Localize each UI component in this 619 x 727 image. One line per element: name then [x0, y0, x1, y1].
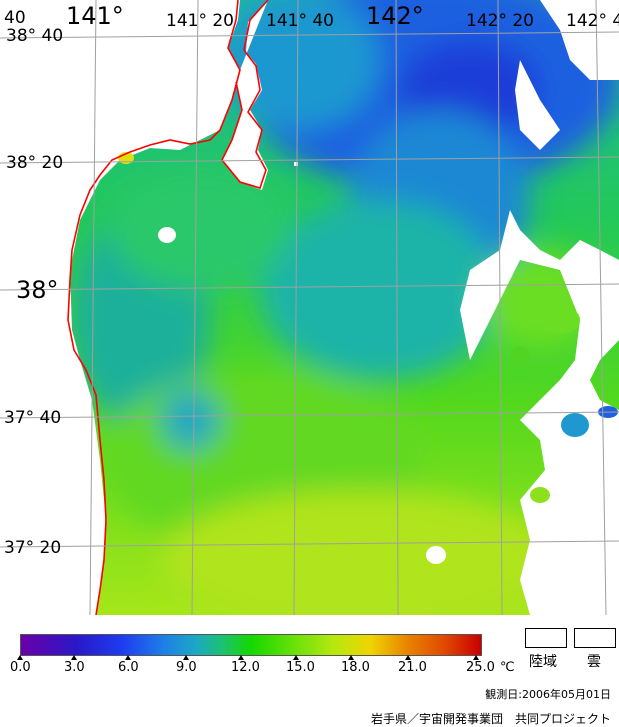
scale-tick-mark [125, 655, 131, 660]
lat-label-37-40: 37° 40 [4, 408, 62, 428]
corner-label: 40 [4, 8, 26, 28]
lon-label-141-40: 141° 40 [266, 11, 334, 31]
scale-tick-label: 6.0 [118, 660, 139, 675]
lon-label-141-20: 141° 20 [166, 11, 234, 31]
scale-tick-label: 9.0 [176, 660, 197, 675]
lon-label-142: 142° [366, 2, 424, 30]
scale-tick-label: 25.0 [466, 660, 495, 675]
lon-label-141: 141° [66, 2, 124, 30]
lat-label-38-20: 38° 20 [6, 153, 64, 173]
scale-tick-label: 15.0 [286, 660, 315, 675]
temperature-blobs [70, 0, 619, 615]
coastline [67, 0, 269, 615]
lat-label-37-20: 37° 20 [4, 538, 62, 558]
scale-tick-mark [293, 655, 299, 660]
lon-label-142-20: 142° 20 [466, 11, 534, 31]
land-swatch [525, 628, 567, 648]
land-legend-label: 陸域 [529, 654, 557, 670]
lon-label-142-40: 142° 4 [566, 11, 619, 31]
scale-tick-mark [405, 655, 411, 660]
cloud-swatch [574, 628, 616, 648]
lat-lon-grid [0, 0, 619, 615]
sea-surface-temperature-map [0, 0, 619, 615]
scale-tick-mark [17, 655, 23, 660]
scale-tick-mark [348, 655, 354, 660]
observation-date: 観測日:2006年05月01日 [485, 688, 611, 701]
scale-tick-mark [71, 655, 77, 660]
scale-tick-label: 18.0 [341, 660, 370, 675]
lat-label-38: 38° [16, 276, 59, 304]
scale-tick-mark [238, 655, 244, 660]
temperature-color-scale [20, 634, 482, 656]
scale-tick-mark [473, 655, 479, 660]
scale-tick-label: 12.0 [231, 660, 260, 675]
credit-line: 岩手県／宇宙開発事業団 共同プロジェクト [370, 712, 611, 726]
cloud-legend-label: 雲 [587, 654, 601, 670]
lat-label-38-40: 38° 40 [6, 26, 64, 46]
scale-tick-mark [183, 655, 189, 660]
scale-tick-label: 0.0 [10, 660, 31, 675]
scale-tick-label: 3.0 [64, 660, 85, 675]
scale-unit: ℃ [500, 660, 515, 675]
scale-tick-label: 21.0 [398, 660, 427, 675]
